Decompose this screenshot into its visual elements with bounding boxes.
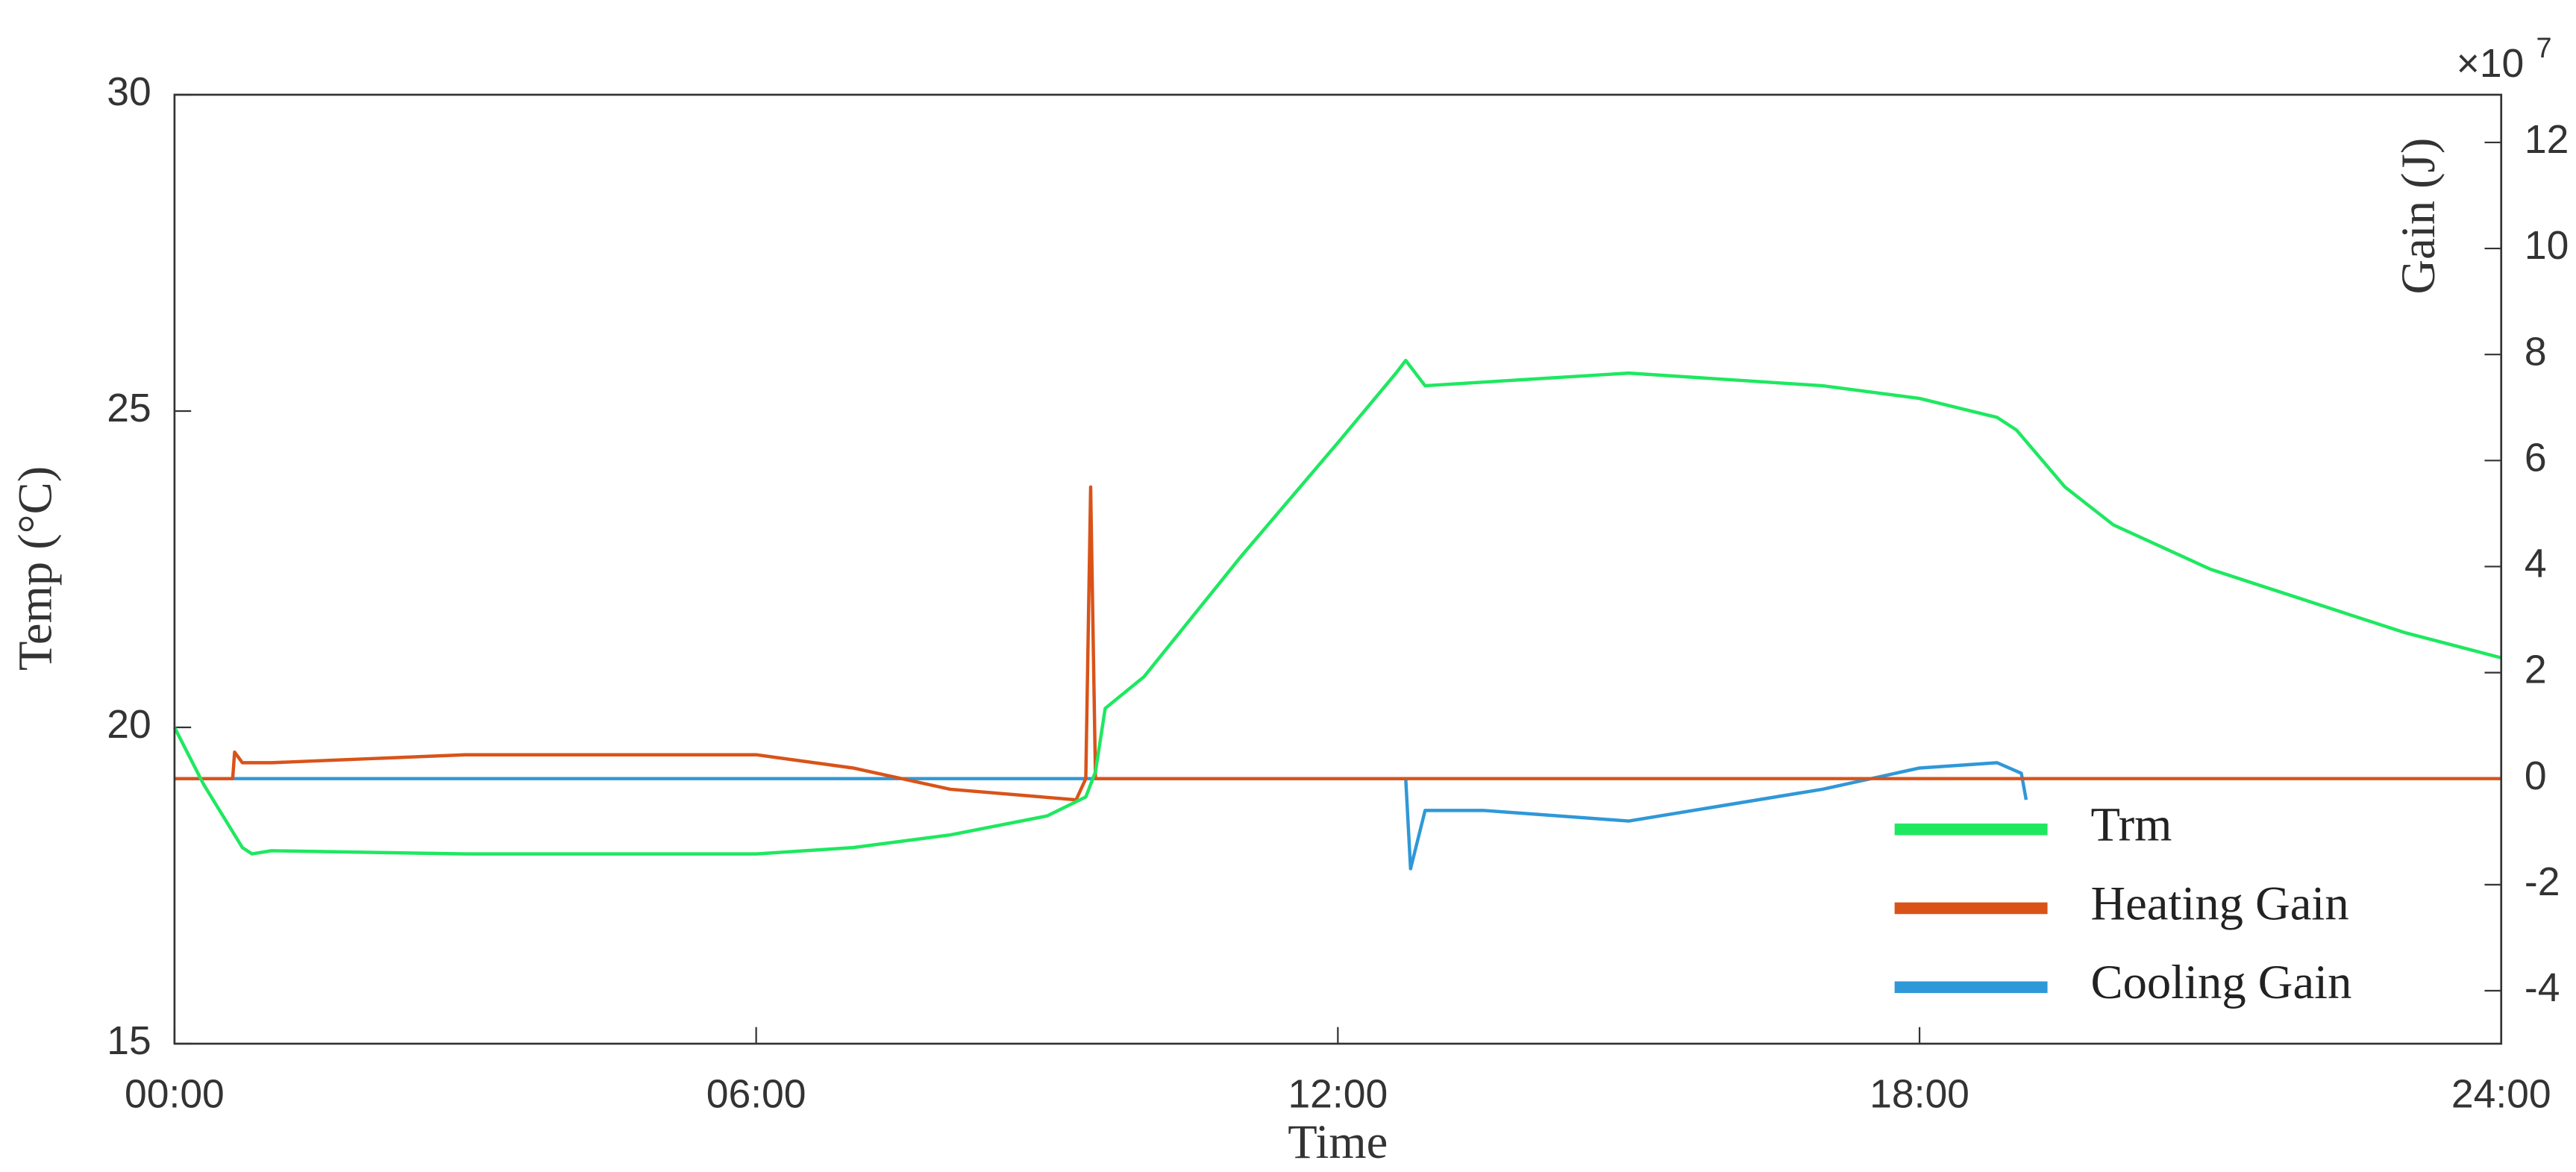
y2-axis-label: Gain (J) xyxy=(2391,138,2445,295)
x-tick-label: 00:00 xyxy=(125,1072,225,1116)
y2-tick-label: 0 xyxy=(2525,754,2547,798)
plot-frame xyxy=(173,93,2503,1045)
y2-multiplier: ×10 xyxy=(2457,42,2525,86)
y2-tick-label: 4 xyxy=(2525,542,2547,586)
x-tick-label: 06:00 xyxy=(706,1072,806,1116)
series-line xyxy=(172,358,2502,856)
y-tick-label: 30 xyxy=(107,70,151,114)
y2-tick-label: -4 xyxy=(2525,966,2560,1010)
x-axis-label: Time xyxy=(1288,1115,1388,1168)
y-axis-label: Temp (°C) xyxy=(7,466,61,671)
series-line xyxy=(174,485,2501,802)
y2-tick-label: 12 xyxy=(2525,118,2569,162)
y-tick-label: 20 xyxy=(107,703,151,747)
y2-tick-label: 8 xyxy=(2525,330,2547,374)
x-tick-label: 18:00 xyxy=(1870,1072,1969,1116)
x-tick-label: 12:00 xyxy=(1288,1072,1388,1116)
y2-tick-label: -2 xyxy=(2525,860,2560,904)
y2-exponent: 7 xyxy=(2536,33,2552,64)
legend-label: Trm xyxy=(2090,797,2172,850)
y-tick-label: 15 xyxy=(107,1019,151,1063)
y2-tick-label: 10 xyxy=(2525,224,2569,268)
x-tick-label: 24:00 xyxy=(2451,1072,2551,1116)
legend-label: Heating Gain xyxy=(2090,876,2348,930)
y-tick-label: 25 xyxy=(107,386,151,430)
y2-tick-label: 6 xyxy=(2525,436,2547,480)
y2-tick-label: 2 xyxy=(2525,648,2547,692)
legend-label: Cooling Gain xyxy=(2090,955,2351,1009)
